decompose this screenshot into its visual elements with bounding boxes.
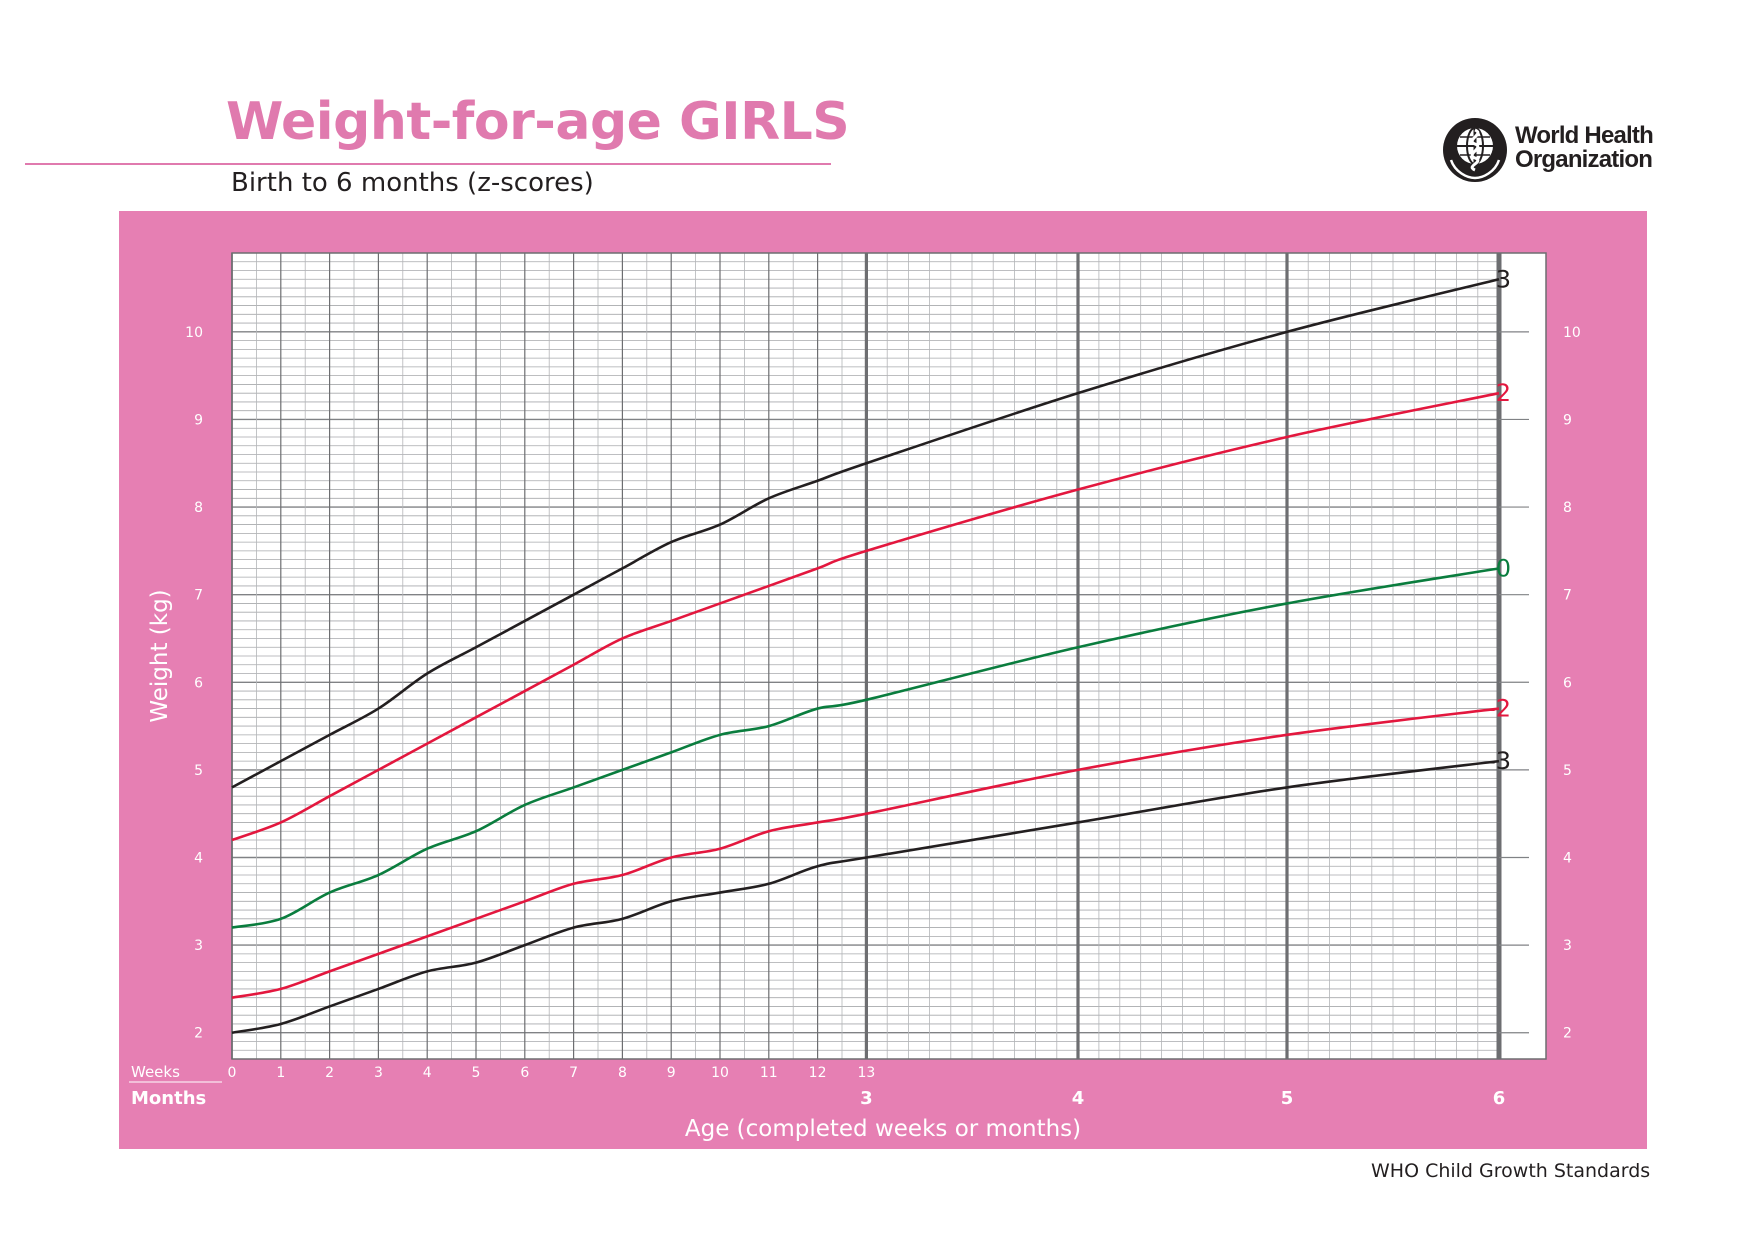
y-tick-left: 8 [194,500,203,516]
y-tick-left: 4 [194,851,203,867]
z-curve-2 [231,391,1500,842]
week-tick-label: 8 [618,1065,627,1081]
week-tick-label: 2 [325,1065,334,1081]
week-tick-label: 3 [374,1065,383,1081]
z-label-strip [1501,253,1546,1059]
y-tick-left: 5 [194,763,203,779]
y-tick-left: 9 [194,412,203,428]
week-tick-label: 13 [857,1065,875,1081]
who-logo: World Health Organization [1441,116,1661,184]
z-curve-3 [231,278,1500,789]
y-tick-right: 7 [1563,588,1572,604]
month-tick-label: 5 [1281,1088,1294,1109]
week-tick-label: 11 [760,1065,778,1081]
week-tick-label: 6 [520,1065,529,1081]
who-wordmark: World Health Organization [1515,122,1654,173]
week-tick-label: 7 [569,1065,578,1081]
z-curve--3 [231,759,1500,1034]
plot-frame [231,252,1547,1060]
week-tick-label: 1 [276,1065,285,1081]
week-tick-label: 10 [711,1065,729,1081]
week-tick-label: 12 [809,1065,827,1081]
y-tick-left: 3 [194,938,203,954]
y-tick-left: 2 [194,1026,203,1042]
y-tick-right: 2 [1563,1026,1572,1042]
y-tick-left: 10 [185,325,203,341]
z-label-3: 3 [1496,265,1511,293]
y-tick-right: 4 [1563,851,1572,867]
week-tick-label: 0 [228,1065,237,1081]
z-label--3: -3 [1487,747,1511,775]
x-axis-label: Age (completed weeks or months) [685,1116,1081,1142]
week-tick-label: 4 [423,1065,432,1081]
chart-panel: 3 2 0 -2 -3 2 2 3 3 4 4 5 5 6 6 7 7 8 8 9 9 10 10 Weight (kg) We… [119,211,1647,1149]
months-row-label: Months [131,1088,206,1109]
y-axis-label: Weight (kg) [147,589,173,722]
y-tick-right: 10 [1563,325,1581,341]
month-tick-label: 6 [1493,1088,1506,1109]
y-tick-left: 7 [194,588,203,604]
weeks-row-label: Weeks [131,1063,180,1081]
month-tick-label: 3 [860,1088,873,1109]
who-emblem-icon [1443,118,1507,182]
z-curve-0 [231,567,1500,929]
y-tick-right: 6 [1563,675,1572,691]
footer-source: WHO Child Growth Standards [1371,1160,1651,1182]
y-tick-right: 8 [1563,500,1572,516]
week-tick-label: 9 [667,1065,676,1081]
month-tick-label: 4 [1072,1088,1085,1109]
org-name-line2: Organization [1515,146,1653,173]
chart-subtitle: Birth to 6 months (z-scores) [231,168,594,198]
title-underline [25,163,831,165]
chart-title: Weight-for-age GIRLS [226,92,850,152]
y-tick-right: 9 [1563,412,1572,428]
z-curve--2 [231,707,1500,999]
week-tick-label: 5 [472,1065,481,1081]
z-label--2: -2 [1487,695,1511,723]
minor-gridlines [232,261,1546,1051]
z-label-2: 2 [1496,379,1511,407]
z-label-0: 0 [1496,554,1511,582]
org-name-line1: World Health [1515,122,1654,149]
y-tick-right: 5 [1563,763,1572,779]
y-tick-right: 3 [1563,938,1572,954]
y-tick-left: 6 [194,675,203,691]
